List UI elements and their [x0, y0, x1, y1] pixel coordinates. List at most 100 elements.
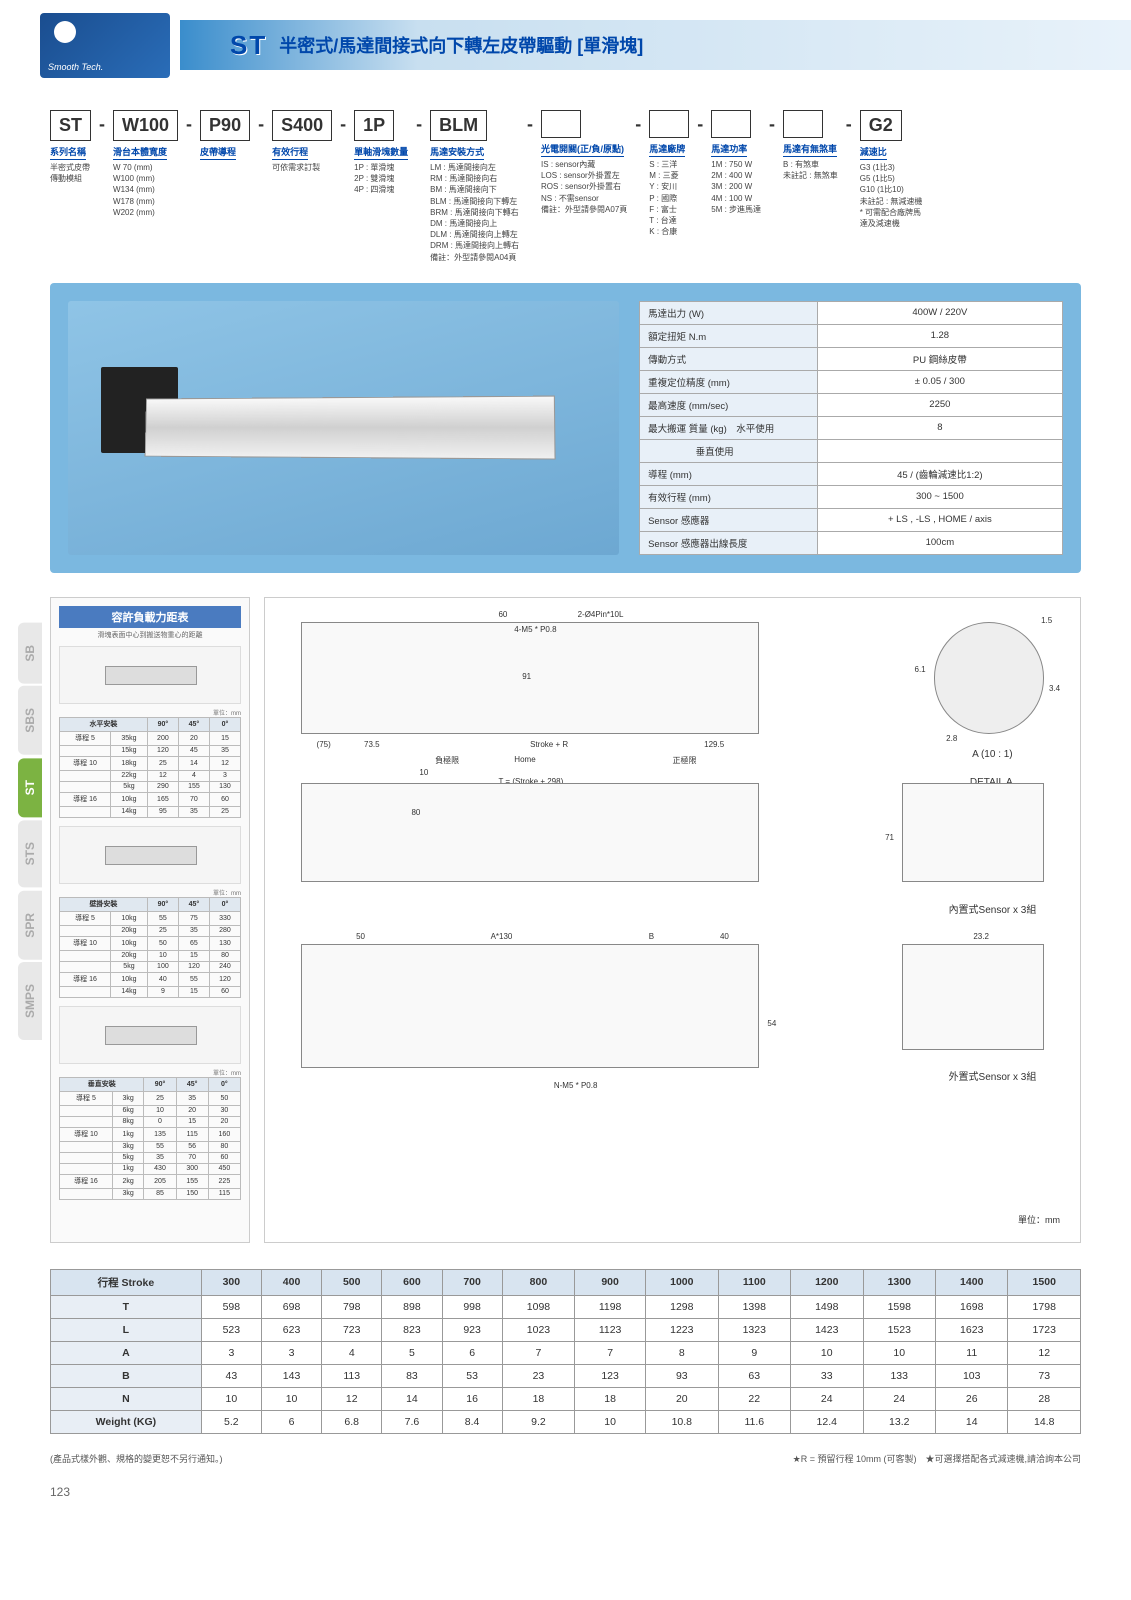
mini-row: 導程 1610kg4055120 — [60, 972, 241, 986]
detail-label: A (10 : 1) — [972, 749, 1013, 760]
mini-cell: 15 — [178, 986, 209, 997]
mini-cell: 280 — [209, 925, 240, 936]
mini-row: 5kg357060 — [60, 1152, 241, 1163]
dim: 1.5 — [1041, 616, 1052, 625]
mini-th: 45° — [178, 717, 209, 731]
stroke-cell: 1098 — [502, 1295, 574, 1318]
load-diagram-1 — [59, 646, 241, 704]
dash: - — [416, 110, 422, 135]
stroke-cell: 1223 — [646, 1318, 718, 1341]
mini-cell — [60, 1163, 113, 1174]
dim: 負極限 — [435, 755, 459, 766]
spec-table: 馬達出力 (W)400W / 220V額定扭矩 N.m1.28傳動方式PU 鋼絲… — [639, 301, 1063, 555]
stroke-cell: 798 — [322, 1295, 382, 1318]
mini-cell: 130 — [209, 936, 240, 950]
mini-row: 14kg91560 — [60, 986, 241, 997]
mini-cell — [60, 986, 111, 997]
side-tab-smps[interactable]: SMPS — [18, 962, 42, 1040]
load-table-2: 壁掛安裝90°45°0°導程 510kg557533020kg2535280導程… — [59, 897, 241, 998]
mini-row: 15kg1204535 — [60, 745, 241, 756]
load-table-3: 垂直安裝90°45°0°導程 53kg2535506kg1020308kg015… — [59, 1077, 241, 1200]
stroke-cell: 33 — [791, 1364, 863, 1387]
stroke-row: A33456778910101112 — [51, 1341, 1081, 1364]
mini-cell: 60 — [208, 1152, 240, 1163]
stroke-th: 500 — [322, 1269, 382, 1295]
stroke-cell: 9 — [718, 1341, 790, 1364]
stroke-cell: 1623 — [935, 1318, 1007, 1341]
mini-cell: 22kg — [111, 770, 148, 781]
page-title: 半密式/馬達間接式向下轉左皮帶驅動 [單滑塊] — [279, 32, 643, 58]
mini-cell: 80 — [208, 1141, 240, 1152]
spec-cell: ± 0.05 / 300 — [817, 370, 1062, 393]
stroke-cell: L — [51, 1318, 202, 1341]
dim: N-M5 * P0.8 — [554, 1081, 598, 1090]
dim: 3.4 — [1049, 684, 1060, 693]
mini-row: 6kg102030 — [60, 1105, 241, 1116]
stroke-cell: 8.4 — [442, 1410, 502, 1433]
stroke-cell: 10 — [575, 1410, 646, 1433]
page-number: 123 — [0, 1471, 1131, 1513]
mini-cell: 10kg — [111, 936, 148, 950]
stroke-cell: 28 — [1008, 1387, 1081, 1410]
mini-cell: 20 — [208, 1116, 240, 1127]
mini-cell: 290 — [147, 781, 178, 792]
mini-cell: 135 — [144, 1127, 176, 1141]
spec-cell: 400W / 220V — [817, 301, 1062, 324]
mini-row: 導程 1610kg1657060 — [60, 792, 241, 806]
dim: 71 — [885, 833, 894, 842]
mini-cell: 25 — [147, 756, 178, 770]
model-box: W100 — [113, 110, 178, 141]
model-col: BLM馬達安裝方式LM : 馬達間接向左 RM : 馬達間接向右 BM : 馬達… — [430, 110, 519, 263]
stroke-cell: 1198 — [575, 1295, 646, 1318]
stroke-cell: 103 — [935, 1364, 1007, 1387]
stroke-table: 行程 Stroke3004005006007008009001000110012… — [50, 1269, 1081, 1434]
mini-row: 1kg430300450 — [60, 1163, 241, 1174]
spec-cell: 額定扭矩 N.m — [640, 324, 818, 347]
mini-cell: 55 — [144, 1141, 176, 1152]
title-prefix: ST — [230, 30, 267, 61]
stroke-th: 400 — [261, 1269, 321, 1295]
mini-cell: 3kg — [112, 1141, 144, 1152]
mini-row: 14kg953525 — [60, 806, 241, 817]
stroke-cell: 24 — [791, 1387, 863, 1410]
load-subtitle: 滑塊表面中心到搬送物重心的距離 — [59, 630, 241, 640]
mini-cell: 35 — [144, 1152, 176, 1163]
mini-row: 導程 1010kg5065130 — [60, 936, 241, 950]
dash: - — [635, 110, 641, 135]
side-tab-spr[interactable]: SPR — [18, 891, 42, 960]
stroke-cell: 20 — [646, 1387, 718, 1410]
mini-cell: 35 — [176, 1091, 208, 1105]
stroke-th: 800 — [502, 1269, 574, 1295]
drawing-panel: 60 2-Ø4Pin*10L 4-M5 * P0.8 91 (75) 73.5 … — [264, 597, 1081, 1243]
mini-cell: 導程 10 — [60, 1127, 113, 1141]
mini-cell: 130 — [209, 781, 240, 792]
stroke-cell: 53 — [442, 1364, 502, 1387]
spec-row: 垂直使用 — [640, 439, 1063, 462]
mini-th: 45° — [178, 897, 209, 911]
mini-cell: 3 — [209, 770, 240, 781]
mini-cell: 50 — [147, 936, 178, 950]
side-tab-sts[interactable]: STS — [18, 820, 42, 887]
stroke-th: 600 — [382, 1269, 442, 1295]
spec-cell: 100cm — [817, 531, 1062, 554]
stroke-th: 900 — [575, 1269, 646, 1295]
side-view — [301, 783, 760, 882]
spec-cell: 最高速度 (mm/sec) — [640, 393, 818, 416]
side-tab-sb[interactable]: SB — [18, 623, 42, 684]
stroke-cell: 1423 — [791, 1318, 863, 1341]
stroke-cell: 24 — [863, 1387, 935, 1410]
model-col: S400有效行程可依需求訂製 — [272, 110, 332, 173]
stroke-cell: 5.2 — [201, 1410, 261, 1433]
mini-cell: 115 — [208, 1188, 240, 1199]
side-tab-st[interactable]: ST — [18, 758, 42, 817]
side-tab-sbs[interactable]: SBS — [18, 686, 42, 755]
stroke-cell: 8 — [646, 1341, 718, 1364]
spec-row: Sensor 感應器+ LS , -LS , HOME / axis — [640, 508, 1063, 531]
mini-cell — [60, 961, 111, 972]
mini-cell: 100 — [147, 961, 178, 972]
stroke-cell: 1398 — [718, 1295, 790, 1318]
stroke-cell: Weight (KG) — [51, 1410, 202, 1433]
model-opts: W 70 (mm) W100 (mm) W134 (mm) W178 (mm) … — [113, 162, 155, 218]
mini-cell: 225 — [208, 1174, 240, 1188]
footer-right: ★R = 預留行程 10mm (可客製) ★可選擇搭配各式減速機,請洽詢本公司 — [793, 1452, 1081, 1465]
